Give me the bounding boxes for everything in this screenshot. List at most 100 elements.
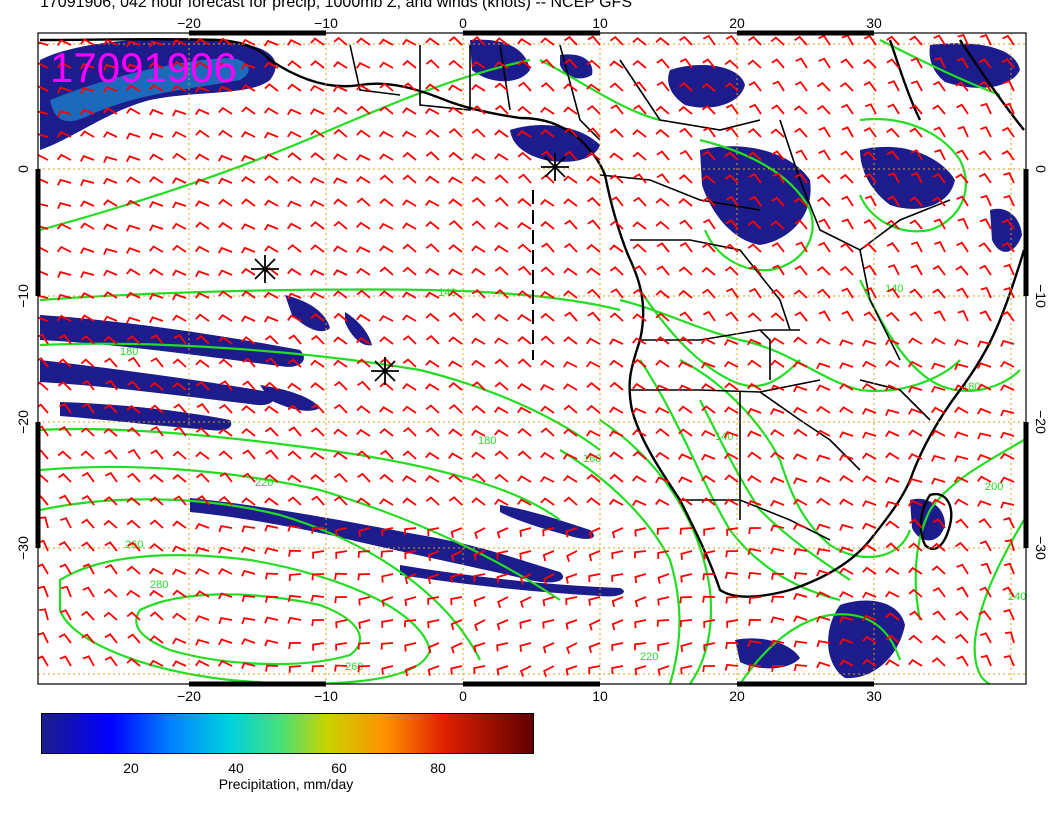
wind-barb bbox=[241, 198, 256, 207]
wind-barb bbox=[39, 516, 49, 529]
wind-barb bbox=[519, 527, 532, 537]
wind-barb bbox=[540, 290, 555, 299]
wind-barb bbox=[723, 360, 739, 368]
wind-barb bbox=[333, 312, 348, 322]
wind-barb bbox=[172, 60, 187, 69]
precip-area bbox=[260, 385, 320, 411]
wind-barb bbox=[287, 404, 302, 414]
wind-barb bbox=[425, 312, 440, 322]
wind-barb bbox=[264, 497, 279, 506]
wind-barb bbox=[448, 198, 463, 207]
wind-barb bbox=[335, 527, 348, 537]
wind-barb bbox=[265, 357, 279, 368]
wind-barb bbox=[263, 291, 279, 299]
wind-barb bbox=[310, 451, 325, 460]
wind-barb bbox=[793, 197, 808, 207]
wind-barb bbox=[540, 497, 555, 506]
lat-tick-label: 0 bbox=[15, 165, 31, 173]
wind-barb bbox=[195, 615, 210, 622]
wind-barb bbox=[540, 82, 555, 92]
wind-barb bbox=[241, 84, 256, 92]
wind-barb bbox=[956, 563, 969, 575]
contour-line bbox=[39, 427, 561, 521]
wind-barb bbox=[908, 542, 923, 552]
wind-barb bbox=[381, 573, 394, 583]
wind-barb bbox=[218, 246, 233, 254]
wind-barb bbox=[702, 595, 716, 603]
wind-barb bbox=[287, 267, 302, 276]
wind-barb bbox=[909, 311, 923, 322]
wind-barb bbox=[80, 271, 95, 279]
wind-barb bbox=[770, 337, 785, 345]
wind-barb bbox=[816, 569, 831, 577]
wind-barb bbox=[609, 473, 624, 483]
wind-barb bbox=[218, 269, 233, 277]
wind-barb bbox=[701, 383, 716, 391]
wind-barb bbox=[57, 358, 72, 368]
wind-barb bbox=[195, 638, 210, 646]
wind-barb bbox=[218, 403, 233, 414]
wind-barb bbox=[402, 107, 417, 115]
wind-barb bbox=[1000, 339, 1015, 347]
lon-tick-label: 10 bbox=[592, 15, 608, 31]
wind-barb bbox=[425, 175, 440, 184]
wind-barb bbox=[540, 129, 555, 138]
wind-barb bbox=[702, 288, 716, 299]
wind-barb bbox=[265, 572, 279, 580]
wind-barb bbox=[540, 266, 555, 276]
wind-barb bbox=[381, 596, 394, 607]
wind-barb bbox=[793, 336, 808, 345]
wind-barb bbox=[725, 103, 739, 115]
border-line bbox=[419, 45, 471, 111]
wind-barb bbox=[885, 452, 900, 460]
wind-barb bbox=[702, 150, 716, 161]
wind-barb bbox=[194, 292, 210, 299]
wind-barb bbox=[263, 61, 279, 69]
wind-barb bbox=[679, 241, 693, 253]
wind-barb bbox=[194, 200, 210, 207]
wind-barb bbox=[379, 290, 394, 299]
wind-barb bbox=[862, 431, 877, 439]
wind-barb bbox=[195, 129, 210, 138]
wind-barb bbox=[379, 82, 394, 92]
wind-barb bbox=[885, 338, 900, 346]
wind-barb bbox=[540, 335, 555, 345]
wind-barb bbox=[1003, 562, 1015, 575]
wind-barb bbox=[56, 314, 72, 322]
wind-barb bbox=[126, 40, 141, 48]
wind-barb bbox=[862, 566, 877, 575]
wind-barb bbox=[264, 473, 279, 483]
wind-barb bbox=[634, 642, 647, 651]
wind-barb bbox=[104, 379, 118, 391]
wind-barb bbox=[954, 384, 969, 392]
wind-barb bbox=[703, 619, 716, 628]
wind-barb bbox=[795, 241, 808, 253]
wind-barb bbox=[240, 131, 256, 138]
wind-barb bbox=[402, 199, 417, 207]
wind-barb bbox=[656, 173, 670, 184]
wind-barb bbox=[402, 82, 417, 92]
wind-barb bbox=[425, 243, 440, 253]
wind-barb bbox=[242, 380, 256, 391]
wind-barb bbox=[172, 520, 187, 529]
wind-barb bbox=[747, 664, 762, 672]
wind-barb bbox=[448, 128, 463, 138]
wind-barb bbox=[195, 221, 210, 230]
wind-barb bbox=[1001, 218, 1015, 230]
wind-barb bbox=[474, 619, 486, 631]
wind-barb bbox=[172, 568, 187, 576]
wind-barb bbox=[563, 404, 578, 414]
wind-barb bbox=[379, 428, 394, 437]
wind-barb bbox=[38, 631, 49, 644]
lat-tick-label: −10 bbox=[1033, 284, 1049, 308]
wind-barb bbox=[655, 428, 670, 437]
colorbar-tick: 20 bbox=[123, 760, 139, 776]
wind-barb bbox=[57, 110, 72, 118]
wind-barb bbox=[792, 453, 808, 460]
wind-barb bbox=[286, 130, 302, 138]
wind-barb bbox=[310, 359, 325, 368]
wind-barb bbox=[149, 635, 164, 644]
wind-barb bbox=[450, 642, 463, 654]
wind-barb bbox=[287, 450, 302, 460]
wind-barb bbox=[448, 496, 463, 506]
